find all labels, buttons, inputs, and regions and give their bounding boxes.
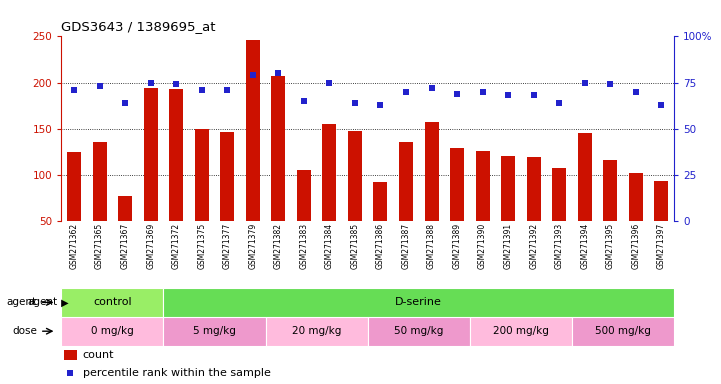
Bar — [92, 142, 107, 221]
Text: GSM271386: GSM271386 — [376, 223, 385, 269]
Point — [554, 100, 565, 106]
Bar — [220, 132, 234, 221]
Point — [120, 100, 131, 106]
Point — [298, 98, 309, 104]
Text: 500 mg/kg: 500 mg/kg — [595, 326, 651, 336]
Point — [375, 102, 386, 108]
Bar — [373, 182, 387, 221]
Text: GSM271387: GSM271387 — [402, 223, 410, 269]
Text: agent: agent — [27, 297, 58, 308]
Bar — [265, 317, 368, 346]
Point — [349, 100, 360, 106]
Bar — [164, 317, 265, 346]
Point — [196, 87, 208, 93]
Point — [655, 102, 667, 108]
Point — [273, 70, 284, 76]
Point — [400, 89, 412, 95]
Point — [503, 93, 514, 99]
Bar — [169, 89, 183, 221]
Bar — [578, 133, 592, 221]
Text: GSM271372: GSM271372 — [172, 223, 181, 269]
Text: GSM271383: GSM271383 — [299, 223, 309, 269]
Bar — [501, 156, 516, 221]
Text: ▶: ▶ — [58, 297, 68, 308]
Bar — [246, 40, 260, 221]
Text: percentile rank within the sample: percentile rank within the sample — [83, 367, 270, 377]
Text: GSM271389: GSM271389 — [453, 223, 461, 269]
Text: control: control — [93, 297, 132, 308]
Bar — [629, 173, 643, 221]
Bar — [61, 317, 164, 346]
Text: 20 mg/kg: 20 mg/kg — [292, 326, 341, 336]
Text: dose: dose — [12, 326, 37, 336]
Point — [324, 79, 335, 86]
Text: GSM271390: GSM271390 — [478, 223, 487, 269]
Text: 200 mg/kg: 200 mg/kg — [493, 326, 549, 336]
Text: GSM271385: GSM271385 — [350, 223, 360, 269]
Point — [579, 79, 590, 86]
Text: GSM271391: GSM271391 — [504, 223, 513, 269]
Bar — [348, 131, 362, 221]
Text: GSM271388: GSM271388 — [427, 223, 436, 269]
Bar — [399, 142, 413, 221]
Text: GSM271396: GSM271396 — [632, 223, 640, 269]
Point — [68, 87, 80, 93]
Text: agent: agent — [6, 297, 37, 308]
Bar — [450, 148, 464, 221]
Bar — [322, 124, 337, 221]
Bar — [64, 350, 76, 360]
Bar — [552, 168, 566, 221]
Point — [221, 87, 233, 93]
Point — [604, 81, 616, 88]
Bar — [118, 196, 132, 221]
Bar — [655, 181, 668, 221]
Bar — [164, 288, 674, 317]
Text: 5 mg/kg: 5 mg/kg — [193, 326, 236, 336]
Bar — [143, 88, 158, 221]
Bar — [470, 317, 572, 346]
Text: D-serine: D-serine — [395, 297, 442, 308]
Bar — [67, 152, 81, 221]
Text: GSM271367: GSM271367 — [120, 223, 130, 269]
Bar — [476, 151, 490, 221]
Text: GSM271397: GSM271397 — [657, 223, 666, 269]
Bar — [572, 317, 674, 346]
Bar — [603, 160, 617, 221]
Point — [477, 89, 488, 95]
Text: 0 mg/kg: 0 mg/kg — [91, 326, 133, 336]
Text: GSM271377: GSM271377 — [223, 223, 231, 269]
Point — [170, 81, 182, 88]
Text: 50 mg/kg: 50 mg/kg — [394, 326, 443, 336]
Point — [145, 79, 156, 86]
Text: GSM271394: GSM271394 — [580, 223, 589, 269]
Text: GSM271392: GSM271392 — [529, 223, 538, 269]
Text: GSM271375: GSM271375 — [198, 223, 206, 269]
Bar — [368, 317, 470, 346]
Bar — [425, 122, 438, 221]
Bar — [195, 129, 209, 221]
Text: GDS3643 / 1389695_at: GDS3643 / 1389695_at — [61, 20, 216, 33]
Point — [451, 91, 463, 97]
Text: GSM271393: GSM271393 — [554, 223, 564, 269]
Text: GSM271365: GSM271365 — [95, 223, 104, 269]
Bar — [271, 76, 286, 221]
Point — [630, 89, 642, 95]
Text: GSM271369: GSM271369 — [146, 223, 155, 269]
Bar — [297, 170, 311, 221]
Text: GSM271379: GSM271379 — [248, 223, 257, 269]
Point — [65, 369, 76, 376]
Point — [247, 72, 259, 78]
Text: count: count — [83, 350, 114, 360]
Point — [426, 85, 438, 91]
Text: GSM271395: GSM271395 — [606, 223, 615, 269]
Bar — [61, 288, 164, 317]
Point — [94, 83, 105, 89]
Point — [528, 93, 539, 99]
Text: GSM271384: GSM271384 — [325, 223, 334, 269]
Text: GSM271362: GSM271362 — [69, 223, 79, 269]
Bar — [526, 157, 541, 221]
Text: GSM271382: GSM271382 — [274, 223, 283, 269]
